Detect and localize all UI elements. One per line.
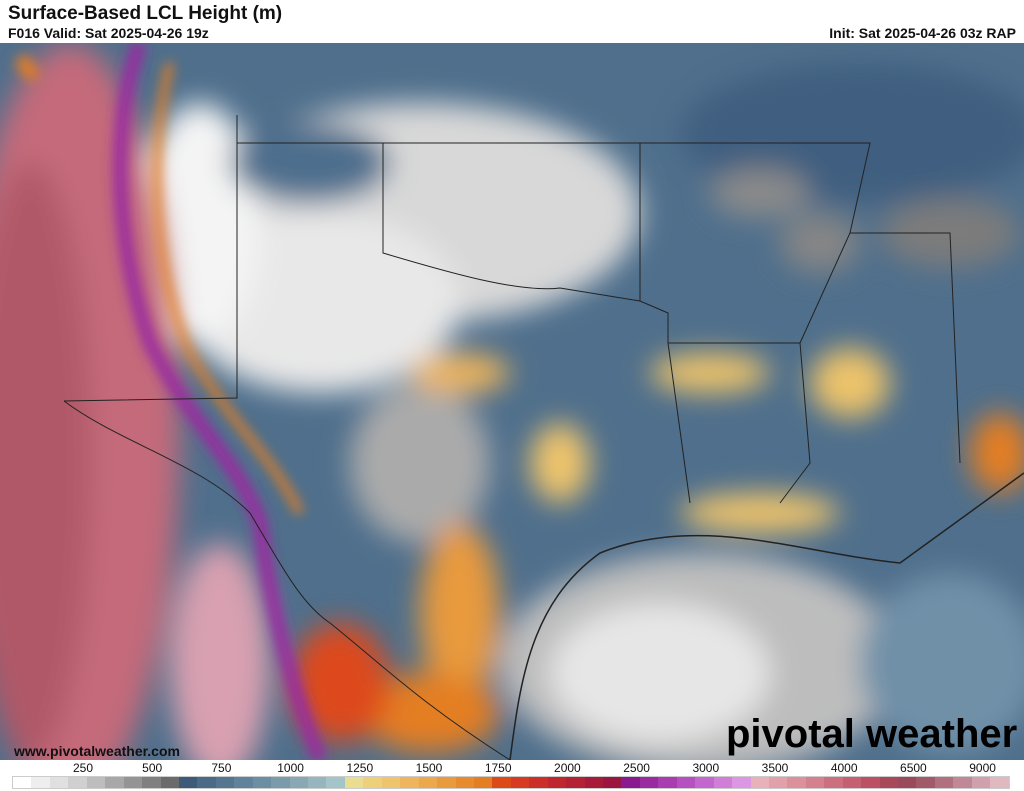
- colorbar-swatch: [437, 777, 456, 788]
- colorbar-swatch: [381, 777, 401, 788]
- colorbar-tick-label: 3500: [761, 761, 789, 775]
- colorbar-swatch: [805, 777, 825, 788]
- colorbar-swatch: [658, 777, 677, 788]
- colorbar-tick-label: 6500: [900, 761, 927, 775]
- colorbar-tick-label: 9000: [969, 761, 996, 775]
- colorbar-swatch: [123, 777, 143, 788]
- colorbar-swatch: [732, 777, 751, 788]
- colorbar-swatch: [178, 777, 198, 788]
- colorbar-swatch: [547, 777, 567, 788]
- colorbar-tick-label: 1500: [415, 761, 443, 775]
- colorbar-swatch: [639, 777, 659, 788]
- colorbar-tick-label: 1000: [277, 761, 304, 775]
- colorbar-swatch: [308, 777, 327, 788]
- colorbar-swatch: [824, 777, 843, 788]
- colorbar-swatch: [234, 777, 253, 788]
- colorbar-tick-label: 2500: [623, 761, 650, 775]
- colorbar-tick-label: 1250: [346, 761, 374, 775]
- colorbar-swatch: [713, 777, 733, 788]
- pivotal-weather-logo: pivotal weather: [726, 712, 1018, 756]
- colorbar-swatch: [750, 777, 769, 788]
- colorbar-swatch: [879, 777, 898, 788]
- colorbar-swatch: [971, 777, 991, 788]
- colorbar-swatch: [898, 777, 917, 788]
- colorbar-swatch: [953, 777, 972, 788]
- colorbar-swatch: [344, 777, 364, 788]
- colorbar-swatch: [142, 777, 161, 788]
- colorbar: [12, 776, 1010, 789]
- colorbar-swatch: [529, 777, 548, 788]
- lcl-height-field: [0, 43, 1024, 760]
- colorbar-swatch: [861, 777, 880, 788]
- colorbar-swatch: [400, 777, 419, 788]
- colorbar-swatch: [197, 777, 216, 788]
- colorbar-swatch: [289, 777, 308, 788]
- colorbar-swatch: [621, 777, 640, 788]
- colorbar-tick-label: 4000: [830, 761, 858, 775]
- valid-time: F016 Valid: Sat 2025-04-26 19z: [8, 25, 209, 41]
- colorbar-swatch: [916, 777, 935, 788]
- map-title: Surface-Based LCL Height (m): [8, 3, 283, 24]
- colorbar-ticks: 250 500 750 1000 1250 1500 1750 2000 2500 3000 350…: [0, 761, 1024, 775]
- colorbar-swatch: [31, 777, 50, 788]
- colorbar-swatch: [105, 777, 124, 788]
- colorbar-swatch: [492, 777, 511, 788]
- colorbar-swatch: [768, 777, 788, 788]
- init-time: Init: Sat 2025-04-26 03z RAP: [829, 25, 1016, 41]
- colorbar-tick-label: 250: [72, 761, 94, 775]
- colorbar-swatch: [13, 777, 32, 788]
- colorbar-tick-label: 2000: [554, 761, 581, 775]
- colorbar-swatch: [584, 777, 603, 788]
- colorbar-swatch: [455, 777, 474, 788]
- colorbar-tick-label: 3000: [692, 761, 720, 775]
- colorbar-tick-label: 500: [142, 761, 163, 775]
- site-url[interactable]: www.pivotalweather.com: [14, 743, 180, 759]
- colorbar-swatch: [271, 777, 290, 788]
- colorbar-swatch: [86, 777, 106, 788]
- colorbar-swatch: [603, 777, 622, 788]
- colorbar-swatch: [68, 777, 87, 788]
- colorbar-swatch: [787, 777, 806, 788]
- colorbar-swatch: [215, 777, 235, 788]
- colorbar-swatch: [363, 777, 382, 788]
- colorbar-swatch: [326, 777, 345, 788]
- colorbar-swatch: [934, 777, 954, 788]
- colorbar-tick-label: 750: [211, 761, 232, 775]
- colorbar-swatch: [473, 777, 493, 788]
- colorbar-tick-label: 1750: [484, 761, 512, 775]
- colorbar-swatch: [842, 777, 862, 788]
- colorbar-swatch: [676, 777, 696, 788]
- state-borders: [63, 115, 1024, 760]
- colorbar-swatch: [418, 777, 438, 788]
- colorbar-swatch: [990, 777, 1009, 788]
- weather-map[interactable]: [0, 43, 1024, 760]
- colorbar-swatch: [49, 777, 69, 788]
- colorbar-swatch: [160, 777, 179, 788]
- colorbar-swatch: [566, 777, 585, 788]
- colorbar-swatch: [252, 777, 272, 788]
- colorbar-swatch: [695, 777, 714, 788]
- colorbar-swatch: [510, 777, 530, 788]
